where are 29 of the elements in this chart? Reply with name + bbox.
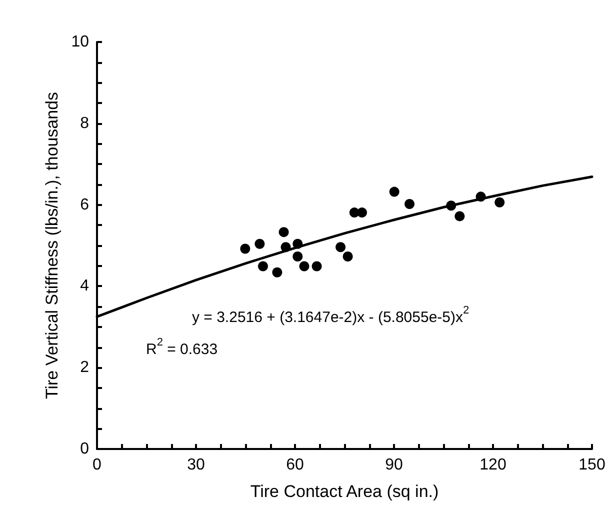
y-tick-label: 4 [80,278,90,295]
point [454,211,465,222]
x-tick-label: 30 [187,456,205,474]
x-tick-label: 60 [286,456,304,474]
point [292,251,303,262]
point [342,251,353,262]
point [357,208,367,218]
point [312,261,322,272]
x-tick-label: 120 [480,456,506,474]
point [258,261,268,272]
y-tick-label: 8 [80,114,90,132]
point [299,261,310,272]
y-tick-label: 6 [80,196,90,214]
y-axis-title: Tire Vertical Stiffness (lbs/in.), thousands [42,92,62,400]
point [389,186,400,197]
y-tick-label: 2 [80,359,90,376]
x-axis-title: Tire Contact Area (sq in.) [250,482,439,501]
point [240,244,250,254]
x-tick-label: 90 [385,456,403,474]
point [254,238,265,249]
y-tick-label: 0 [80,440,90,458]
point [336,242,346,252]
x-tick-label: 150 [578,456,606,474]
point [494,197,505,208]
x-tick-label: 0 [92,456,102,474]
point [404,198,415,209]
point [278,227,289,238]
point [272,267,282,278]
y-tick-label: 10 [71,34,90,50]
